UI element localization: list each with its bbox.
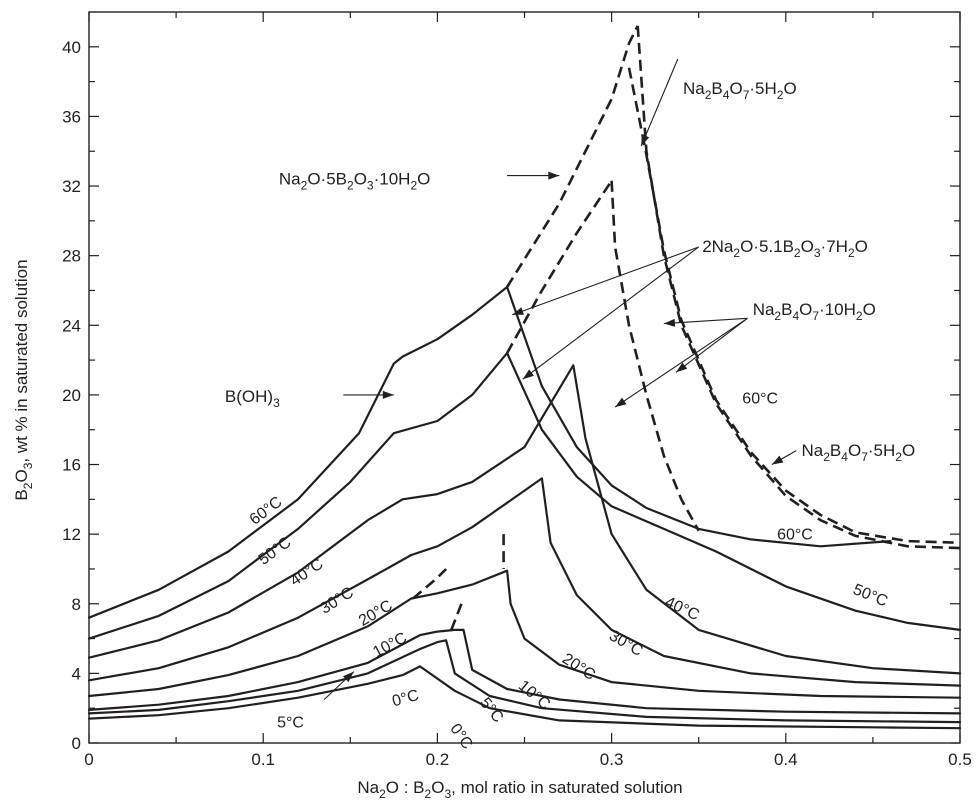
temperature-label: 60°C — [742, 391, 778, 408]
arrowhead — [772, 456, 784, 465]
x-tick-label: 0.5 — [948, 750, 972, 769]
x-tick-label: 0.1 — [251, 750, 275, 769]
temperature-label: 50°C — [256, 534, 295, 569]
phase-label-decahydrate: Na2B4O7·10H2O — [753, 300, 876, 323]
label-arrow-line — [676, 318, 747, 372]
temperature-label: 30°C — [317, 584, 356, 617]
y-axis-title-rest: , wt % in saturated solution — [12, 259, 31, 462]
saturation-curve — [612, 181, 699, 531]
y-tick-label: 28 — [62, 247, 81, 266]
isotherm-50c — [89, 353, 960, 638]
y-tick-label: 8 — [72, 595, 81, 614]
y-tick-label: 36 — [62, 107, 81, 126]
phase-label-penta-top: Na2B4O7·5H2O — [683, 79, 797, 102]
label-arrow-line — [664, 318, 748, 323]
label-arrow-line — [523, 247, 699, 379]
temperature-label: 50°C — [851, 581, 891, 610]
label-arrow-line — [615, 318, 747, 407]
arrowhead — [615, 398, 626, 408]
temperature-label: 30°C — [606, 627, 645, 660]
temperature-label: 40°C — [287, 556, 326, 590]
phase-label-penta-right: Na2B4O7·5H2O — [802, 441, 916, 464]
saturation-curve — [638, 26, 960, 548]
phase-label-pentaborate: Na2O·5B2O3·10H2O — [279, 169, 431, 192]
y-tick-label: 40 — [62, 38, 81, 57]
phase-labels: B(OH)3 Na2O·5B2O3·10H2O Na2B4O7·5H2O 2Na2O·… — [225, 79, 915, 464]
y-tick-label: 20 — [62, 386, 81, 405]
y-tick-label: 12 — [62, 525, 81, 544]
x-tick-label: 0.4 — [774, 750, 798, 769]
saturation-curve — [451, 599, 463, 630]
label-arrow-line — [641, 59, 678, 146]
x-tick-label: 0 — [84, 750, 93, 769]
saturation-curve — [507, 181, 611, 353]
arrowhead — [523, 369, 534, 379]
arrowhead — [383, 391, 394, 399]
temperature-label: 20°C — [356, 597, 395, 630]
temperature-labels: 60°C50°C40°C30°C 20°C10°C0°C5°C 0°C5°C 10°C… — [247, 391, 890, 753]
x-tick-label: 0.3 — [600, 750, 624, 769]
y-axis-title: B2O3, wt % in saturated solution — [12, 259, 35, 500]
y-tick-label: 32 — [62, 177, 81, 196]
y-tick-label: 24 — [62, 316, 81, 335]
arrowhead — [676, 363, 687, 373]
y-tick-label: 4 — [72, 664, 81, 683]
temperature-label: 20°C — [559, 650, 598, 684]
isotherm-30c — [89, 478, 960, 685]
x-axis-title: Na2O : B2O3, mol ratio in saturated solu… — [357, 778, 682, 800]
label-arrows — [324, 59, 796, 699]
isotherm-60c — [89, 287, 890, 618]
temperature-label: 0°C — [390, 687, 420, 710]
y-tick-label: 0 — [72, 734, 81, 753]
arrowhead — [664, 319, 675, 327]
phase-label-boric: B(OH)3 — [225, 387, 280, 410]
temperature-label: 0°C — [446, 721, 475, 753]
temperature-label: 5°C — [277, 714, 304, 731]
temperature-label: 60°C — [777, 526, 813, 543]
arrowhead — [548, 172, 559, 180]
x-tick-label: 0.2 — [426, 750, 450, 769]
phase-label-hydrate-2na: 2Na2O·5.1B2O3·7H2O — [702, 237, 868, 260]
temperature-label: 40°C — [662, 594, 702, 625]
isotherm-10c — [89, 630, 960, 714]
saturation-curve — [629, 68, 960, 543]
y-tick-label: 16 — [62, 456, 81, 475]
saturation-curve — [507, 26, 638, 287]
